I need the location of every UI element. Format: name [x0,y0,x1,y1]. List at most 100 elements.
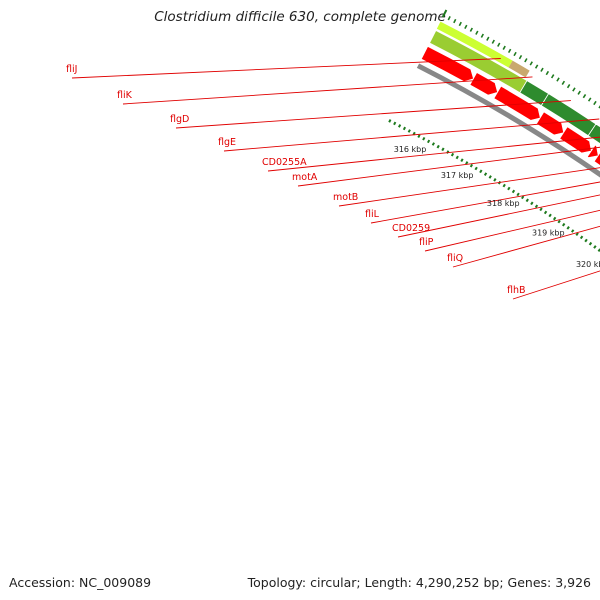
outer-tick [540,67,544,72]
genome-summary-text: Topology: circular; Length: 4,290,252 bp… [247,575,591,590]
inner-tick [455,155,459,160]
cds-arrow [593,152,600,166]
genome-backbone [416,63,600,178]
outer-tick [529,61,533,66]
green-gene-block [587,123,600,145]
inner-tick [393,121,397,126]
inner-tick [570,229,575,233]
outer-tick [593,100,597,106]
dark-green-track [429,29,600,145]
outer-tick [518,54,523,60]
outer-tick [524,58,528,63]
outer-tick [469,27,473,32]
inner-tick [474,166,478,171]
kbp-label: 317 kbp [441,171,474,180]
kbp-label: 316 kbp [394,145,427,154]
outer-tick [572,87,576,92]
inner-tick [575,232,579,236]
inner-tick [534,204,539,209]
inner-tick [588,241,593,246]
inner-tick [566,226,570,230]
gene-label-flge: flgE [218,137,236,148]
map-title: Clostridium difficile 630, complete geno… [154,9,446,25]
outer-tick [453,18,457,24]
outer-tick [497,42,501,47]
gene-label-flil: fliL [365,209,380,220]
inner-tick [479,169,483,174]
gene-label-fliq: fliQ [447,253,463,264]
inner-tick [422,136,426,141]
outer-tick [545,70,550,76]
callout-line [424,209,600,252]
outer-tick [598,105,600,109]
light-green-track [436,21,530,78]
outer-tick [441,9,448,18]
callout-line [122,76,533,105]
outer-tick [534,64,539,69]
gene-label-cd0259: CD0259 [392,223,430,234]
inner-tick [516,192,520,197]
gene-label-flij: fliJ [66,64,77,75]
backbone-arc [416,63,600,178]
inner-tick [402,126,407,131]
outer-tick [556,77,560,82]
gene-label-flhb: flhB [507,285,526,296]
inner-tick [521,195,525,200]
outer-tick [475,30,479,35]
outer-tick [502,45,506,50]
cds-arrow [469,72,498,96]
outer-tick-ring [441,9,600,109]
inner-tick [417,134,421,138]
callout-line [175,100,571,129]
callout-line [512,270,600,300]
inner-tick [593,245,597,249]
inner-tick [525,198,529,203]
gene-label-motb: motB [333,192,358,203]
outer-tick [464,24,468,29]
inner-tick [436,144,440,149]
kbp-label: 318 kbp [487,199,520,208]
inner-tick [469,163,474,168]
inner-tick [450,152,455,157]
inner-tick [465,161,469,165]
outer-tick [507,48,512,54]
inner-tick [511,189,516,194]
light-track-segment [436,21,513,68]
callout-line [297,146,600,187]
gene-label-flik: fliK [117,90,133,101]
inner-tick [407,129,411,133]
outer-tick [458,21,462,27]
outer-tick [582,94,587,99]
inner-tick [561,222,566,227]
callout-line [223,118,600,152]
callout-line [370,181,600,224]
gene-label-cd0255a: CD0255A [262,157,307,168]
outer-tick [550,74,555,79]
gene-label-mota: motA [292,172,318,183]
inner-tick [460,158,464,162]
inner-tick [488,175,492,179]
inner-tick [548,213,552,218]
accession-text: Accession: NC_009089 [9,575,152,590]
kbp-label: 320 kbp [576,260,600,269]
kbp-label: 319 kbp [532,229,565,238]
outer-tick [491,39,495,44]
inner-tick [398,124,402,128]
inner-tick [431,142,435,146]
red-cds-track [420,46,600,166]
inner-tick [552,216,557,221]
outer-tick [561,80,566,85]
inner-tick [584,238,588,243]
callout-line [267,136,600,172]
inner-tick [543,210,548,215]
cds-arrow [493,85,541,121]
inner-tick [493,178,497,182]
outer-tick [480,33,484,38]
gene-callouts: fliJ fliK flgD flgE CD0255A motA motB fliL CD025… [66,58,600,300]
inner-tick [507,186,511,191]
inner-tick [530,201,534,206]
outer-tick [577,90,581,95]
inner-tick [426,139,431,144]
